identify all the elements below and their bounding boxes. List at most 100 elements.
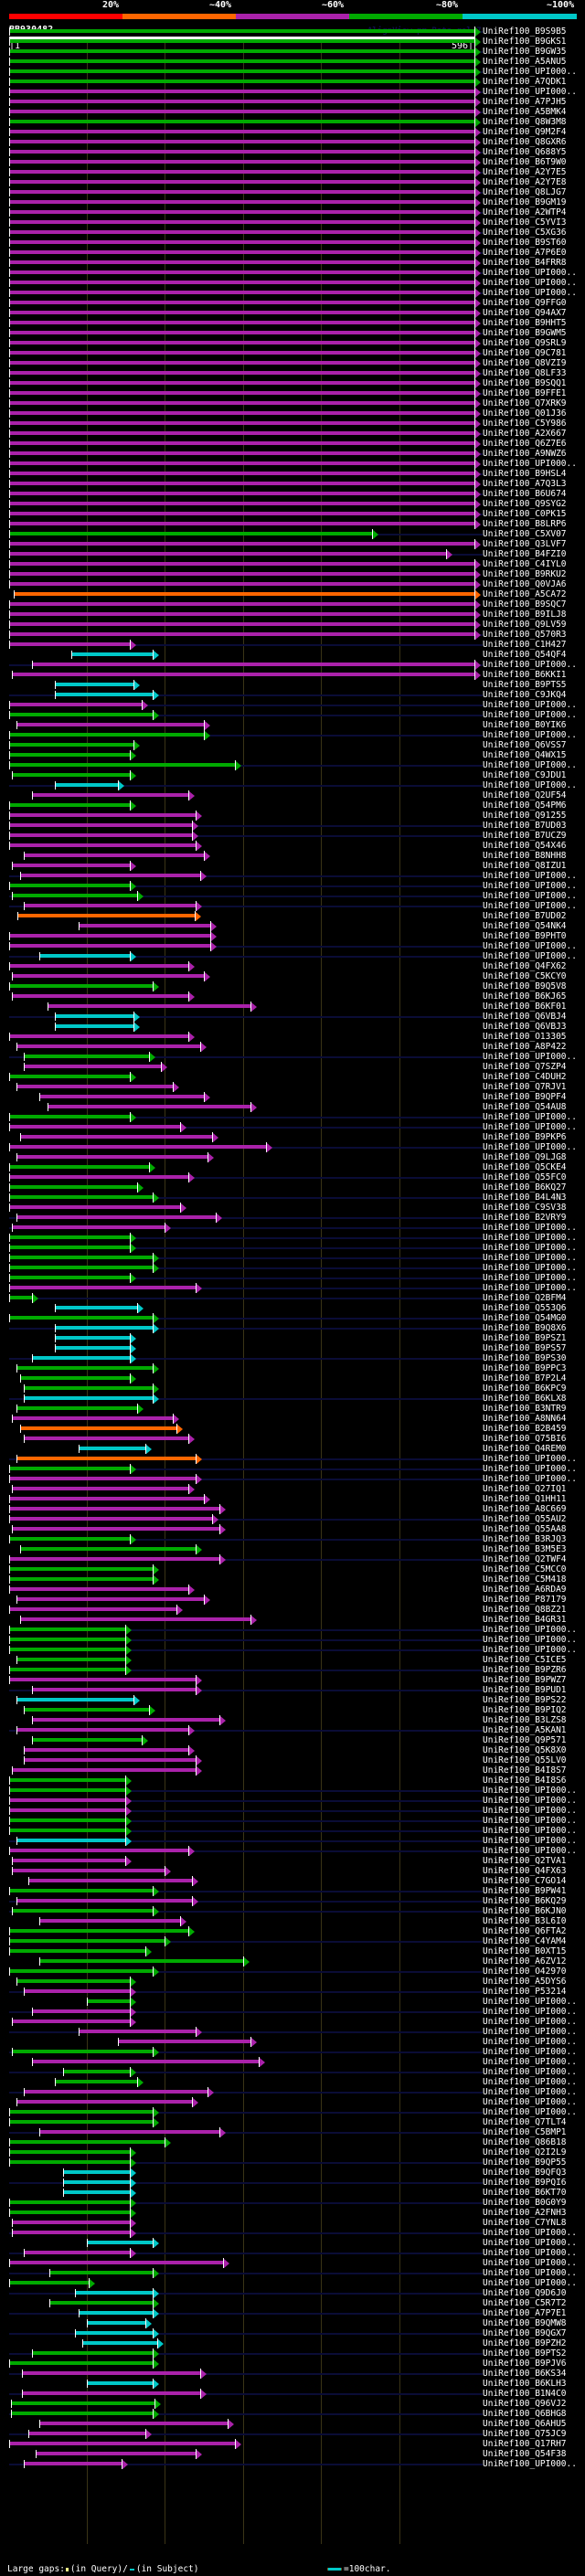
hit-label[interactable]: UniRef100_UPI000.. bbox=[483, 2097, 577, 2107]
hit-row[interactable]: UniRef100_B9PW41 bbox=[0, 1886, 585, 1897]
alignment-bar[interactable] bbox=[39, 1959, 243, 1963]
hit-row[interactable]: UniRef100_A2Y7E8 bbox=[0, 177, 585, 188]
alignment-bar[interactable] bbox=[79, 924, 210, 928]
hit-row[interactable]: UniRef100_Q9SRL9 bbox=[0, 338, 585, 349]
hit-row[interactable]: UniRef100_B6KT70 bbox=[0, 2188, 585, 2199]
alignment-bar[interactable] bbox=[9, 552, 446, 556]
alignment-bar[interactable] bbox=[9, 1235, 130, 1239]
alignment-bar[interactable] bbox=[9, 612, 474, 616]
alignment-bar[interactable] bbox=[9, 240, 474, 244]
hit-label[interactable]: UniRef100_Q75JC9 bbox=[483, 2429, 567, 2439]
alignment-bar[interactable] bbox=[9, 703, 142, 706]
alignment-bar[interactable] bbox=[9, 200, 474, 204]
hit-row[interactable]: UniRef100_Q55AA8 bbox=[0, 1524, 585, 1535]
hit-label[interactable]: UniRef100_B4FRR8 bbox=[483, 258, 567, 268]
hit-label[interactable]: UniRef100_UPI000.. bbox=[483, 1786, 577, 1796]
alignment-bar[interactable] bbox=[87, 2381, 153, 2385]
hit-row[interactable]: UniRef100_B9PTS2 bbox=[0, 2348, 585, 2359]
hit-label[interactable]: UniRef100_A7Q3L3 bbox=[483, 479, 567, 489]
hit-label[interactable]: UniRef100_Q54MG0 bbox=[483, 1313, 567, 1323]
hit-label[interactable]: UniRef100_O42970 bbox=[483, 1966, 567, 1977]
alignment-bar[interactable] bbox=[55, 2080, 137, 2083]
hit-label[interactable]: UniRef100_Q2TWF4 bbox=[483, 1554, 567, 1564]
hit-label[interactable]: UniRef100_UPI000.. bbox=[483, 1273, 577, 1283]
alignment-bar[interactable] bbox=[12, 2231, 130, 2234]
alignment-bar[interactable] bbox=[9, 1889, 153, 1892]
hit-row[interactable]: UniRef100_B6U674 bbox=[0, 489, 585, 500]
hit-row[interactable]: UniRef100_Q55AU2 bbox=[0, 1514, 585, 1525]
hit-row[interactable]: UniRef100_C4IYL0 bbox=[0, 559, 585, 570]
hit-row[interactable]: UniRef100_Q2TVA1 bbox=[0, 1856, 585, 1867]
alignment-bar[interactable] bbox=[87, 2321, 145, 2325]
hit-row[interactable]: UniRef100_Q2I2L9 bbox=[0, 2147, 585, 2158]
hit-label[interactable]: UniRef100_UPI000.. bbox=[483, 2268, 577, 2278]
hit-row[interactable]: UniRef100_Q6FTA2 bbox=[0, 1926, 585, 1937]
alignment-bar[interactable] bbox=[32, 1688, 196, 1691]
alignment-bar[interactable] bbox=[9, 1638, 125, 1641]
hit-row[interactable]: UniRef100_B2B459 bbox=[0, 1424, 585, 1435]
hit-row[interactable]: UniRef100_UPI000.. bbox=[0, 2459, 585, 2470]
hit-row[interactable]: UniRef100_A2FNH3 bbox=[0, 2208, 585, 2219]
alignment-bar[interactable] bbox=[17, 914, 195, 917]
hit-row[interactable]: UniRef100_O42970 bbox=[0, 1966, 585, 1977]
hit-label[interactable]: UniRef100_C5XG36 bbox=[483, 228, 567, 238]
hit-row[interactable]: UniRef100_Q54F38 bbox=[0, 2449, 585, 2460]
hit-label[interactable]: UniRef100_A2Y7E8 bbox=[483, 177, 567, 187]
hit-label[interactable]: UniRef100_UPI000.. bbox=[483, 2057, 577, 2067]
hit-label[interactable]: UniRef100_UPI000.. bbox=[483, 1625, 577, 1635]
hit-row[interactable]: UniRef100_UPI000.. bbox=[0, 2037, 585, 2048]
hit-row[interactable]: UniRef100_UPI000.. bbox=[0, 1273, 585, 1284]
hit-row[interactable]: UniRef100_UPI000.. bbox=[0, 1112, 585, 1123]
alignment-bar[interactable] bbox=[48, 1004, 250, 1008]
hit-row[interactable]: UniRef100_UPI000.. bbox=[0, 891, 585, 902]
alignment-bar[interactable] bbox=[16, 1085, 173, 1088]
alignment-bar[interactable] bbox=[9, 291, 474, 294]
hit-row[interactable]: UniRef100_B9QMW8 bbox=[0, 2318, 585, 2329]
hit-row[interactable]: UniRef100_B9PZH2 bbox=[0, 2338, 585, 2349]
hit-label[interactable]: UniRef100_A2X667 bbox=[483, 429, 567, 439]
hit-label[interactable]: UniRef100_B9PHT0 bbox=[483, 931, 567, 941]
alignment-bar[interactable] bbox=[9, 170, 474, 174]
hit-row[interactable]: UniRef100_B9PZR6 bbox=[0, 1665, 585, 1676]
hit-row[interactable]: UniRef100_Q54AU8 bbox=[0, 1102, 585, 1113]
hit-label[interactable]: UniRef100_Q1HH11 bbox=[483, 1494, 567, 1504]
hit-row[interactable]: UniRef100_UPI000.. bbox=[0, 951, 585, 962]
hit-row[interactable]: UniRef100_Q7TLT4 bbox=[0, 2117, 585, 2128]
alignment-bar[interactable] bbox=[9, 59, 474, 63]
alignment-bar[interactable] bbox=[9, 1517, 212, 1521]
hit-label[interactable]: UniRef100_B3NTR9 bbox=[483, 1404, 567, 1414]
hit-row[interactable]: UniRef100_B6KKI1 bbox=[0, 670, 585, 681]
hit-label[interactable]: UniRef100_Q55FC0 bbox=[483, 1172, 567, 1182]
alignment-bar[interactable] bbox=[16, 1215, 216, 1219]
hit-label[interactable]: UniRef100_UPI000.. bbox=[483, 2067, 577, 2077]
hit-row[interactable]: UniRef100_B7P2L4 bbox=[0, 1373, 585, 1384]
hit-label[interactable]: UniRef100_A8NN64 bbox=[483, 1414, 567, 1424]
hit-label[interactable]: UniRef100_B9PQI6 bbox=[483, 2178, 567, 2188]
alignment-bar[interactable] bbox=[9, 381, 474, 385]
alignment-bar[interactable] bbox=[9, 642, 130, 646]
alignment-bar[interactable] bbox=[9, 502, 474, 505]
hit-label[interactable]: UniRef100_Q9C781 bbox=[483, 348, 567, 358]
hit-label[interactable]: UniRef100_C4DUH2 bbox=[483, 1072, 567, 1082]
hit-label[interactable]: UniRef100_B6KJ65 bbox=[483, 991, 567, 1002]
hit-label[interactable]: UniRef100_B9PS30 bbox=[483, 1353, 567, 1363]
hit-label[interactable]: UniRef100_Q9LJG8 bbox=[483, 1152, 567, 1162]
hit-label[interactable]: UniRef100_A2WTP4 bbox=[483, 207, 567, 217]
alignment-bar[interactable] bbox=[9, 1316, 153, 1320]
hit-label[interactable]: UniRef100_B9Q8X6 bbox=[483, 1323, 567, 1333]
alignment-bar[interactable] bbox=[16, 1658, 125, 1661]
hit-label[interactable]: UniRef100_Q4FX62 bbox=[483, 961, 567, 971]
hit-row[interactable]: UniRef100_UPI000.. bbox=[0, 1826, 585, 1837]
hit-row[interactable]: UniRef100_B6KJN0 bbox=[0, 1906, 585, 1917]
alignment-bar[interactable] bbox=[9, 1778, 125, 1782]
hit-row[interactable]: UniRef100_UPI000.. bbox=[0, 2027, 585, 2038]
hit-row[interactable]: UniRef100_UPI000.. bbox=[0, 2097, 585, 2108]
hit-row[interactable]: UniRef100_B9GW35 bbox=[0, 47, 585, 58]
alignment-bar[interactable] bbox=[9, 813, 196, 817]
alignment-bar[interactable] bbox=[49, 2271, 153, 2274]
hit-label[interactable]: UniRef100_Q2TVA1 bbox=[483, 1856, 567, 1866]
hit-label[interactable]: UniRef100_B9QGX7 bbox=[483, 2328, 567, 2338]
hit-label[interactable]: UniRef100_UPI000.. bbox=[483, 1122, 577, 1132]
alignment-bar[interactable] bbox=[9, 1115, 130, 1118]
hit-label[interactable]: UniRef100_UPI000.. bbox=[483, 700, 577, 710]
